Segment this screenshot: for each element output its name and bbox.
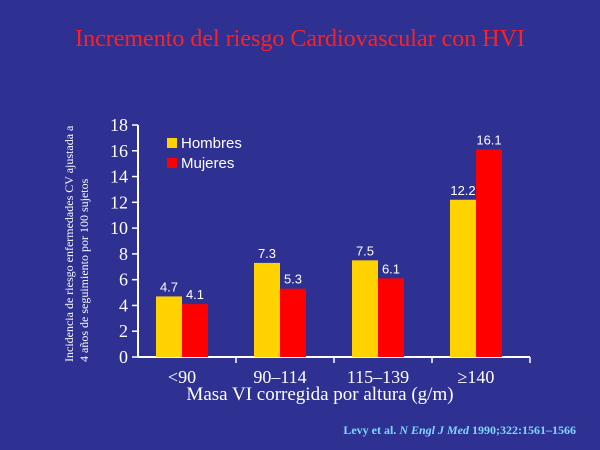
legend-label-mujeres: Mujeres	[181, 155, 234, 172]
citation-authors: Levy et al.	[343, 423, 397, 437]
bar-value-label: 7.3	[258, 246, 276, 261]
bar-hombres-1	[254, 262, 280, 357]
y-tick-label: 12	[110, 192, 128, 212]
legend-swatch-hombres	[167, 138, 177, 148]
bar-value-label: 7.5	[356, 243, 374, 258]
x-tick-label: ≥140	[458, 367, 495, 387]
bar-mujeres-3	[476, 149, 502, 357]
y-tick-label: 14	[110, 167, 128, 187]
bar-value-label: 16.1	[476, 132, 501, 147]
bar-value-label: 4.1	[186, 287, 204, 302]
bar-mujeres-0	[182, 304, 208, 357]
legend-swatch-mujeres	[167, 158, 177, 168]
citation-journal: N Engl J Med	[399, 423, 469, 437]
bar-hombres-2	[352, 260, 378, 357]
y-tick-label: 4	[119, 295, 128, 315]
x-tick-label: 90–114	[253, 367, 306, 387]
y-tick-label: 6	[119, 270, 128, 290]
bar-mujeres-2	[378, 278, 404, 357]
bars: 4.7 4.1 7.3 5.3 7.5 6.1 12.2 16.1	[156, 132, 502, 357]
citation-ref: 1990;322:1561–1566	[472, 423, 576, 437]
legend-label-hombres: Hombres	[181, 135, 242, 152]
y-tick-label: 8	[119, 244, 128, 264]
y-tick-label: 16	[110, 141, 128, 161]
y-tick-label: 18	[110, 115, 128, 135]
bar-value-label: 4.7	[160, 279, 178, 294]
legend: Hombres Mujeres	[167, 135, 242, 172]
citation: Levy et al. N Engl J Med 1990;322:1561–1…	[343, 423, 576, 438]
x-tick-label: <90	[168, 367, 196, 387]
y-tick-label: 10	[110, 218, 128, 238]
bar-hombres-3	[450, 199, 476, 357]
bar-value-label: 6.1	[382, 261, 400, 276]
bar-hombres-0	[156, 296, 182, 357]
y-ticks: 0 2 4 6 8 10 12 14 16 18	[110, 115, 138, 367]
bar-value-label: 5.3	[284, 272, 302, 287]
x-axis-label: Masa VI corregida por altura (g/m)	[186, 384, 454, 405]
x-tick-label: 115–139	[347, 367, 409, 387]
bar-mujeres-1	[280, 288, 306, 357]
y-tick-label: 2	[119, 321, 128, 341]
x-ticks: <90 90–114 115–139 ≥140	[168, 357, 531, 387]
y-tick-label: 0	[119, 347, 128, 367]
bar-value-label: 12.2	[450, 183, 475, 198]
chart-title: Incremento del riesgo Cardiovascular con…	[75, 26, 525, 52]
